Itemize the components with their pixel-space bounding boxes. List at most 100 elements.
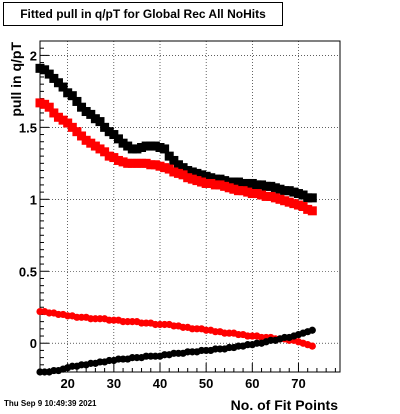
series-1 [35,63,317,203]
data-point [187,174,197,184]
data-point [49,108,59,118]
data-point [58,82,68,92]
data-point [118,138,128,148]
data-point [289,187,299,197]
data-point [270,193,280,203]
timestamp: Thu Sep 9 10:49:39 2021 [4,399,97,408]
data-point [160,163,170,173]
data-point [183,173,193,183]
data-series [35,63,317,376]
data-point [233,177,243,187]
data-point [178,170,188,180]
data-point [86,138,96,148]
data-point [275,194,285,204]
data-point [44,69,54,79]
y-tick-label: 0.5 [19,264,37,279]
data-point [197,170,207,180]
data-point [137,142,147,152]
data-point [63,118,73,128]
tick-labels: 20 30 40 50 60 70 0 0.5 1 1.5 2 [19,48,306,391]
data-point [123,141,133,151]
data-point [178,163,188,173]
data-point [229,184,239,194]
data-point [308,342,316,350]
data-point [169,155,179,165]
data-point [266,191,276,201]
data-point [146,160,156,170]
data-point [160,144,170,154]
series-3 [36,307,316,350]
data-point [252,180,262,190]
data-point [215,180,225,190]
data-point [95,117,105,127]
data-point [220,181,230,191]
data-point [95,144,105,154]
data-point [261,191,271,201]
series-4 [36,326,316,376]
x-axis-label: No. of Fit Points [231,397,339,413]
data-point [44,102,54,112]
data-point [123,158,133,168]
data-point [63,88,73,98]
data-point [118,157,128,167]
data-point [270,183,280,193]
data-point [113,134,123,144]
data-point [169,167,179,177]
data-point [303,193,313,203]
data-point [127,144,137,154]
data-point [293,189,303,199]
data-point [146,141,156,151]
data-point [192,176,202,186]
data-point [72,127,82,137]
data-point [67,122,77,132]
data-point [308,326,316,334]
data-point [132,158,142,168]
data-point [243,187,253,197]
data-point [257,190,267,200]
data-point [298,202,308,211]
data-point [280,196,290,206]
y-tick-label: 1 [30,192,37,207]
data-point [35,98,45,108]
data-point [113,155,123,165]
data-point [100,147,110,157]
data-point [40,99,50,109]
data-point [155,142,165,152]
x-tick-label: 20 [60,376,74,391]
data-point [210,174,220,184]
data-point [224,177,234,187]
data-point [137,158,147,168]
data-point [53,112,63,122]
data-point [127,158,137,168]
data-point [275,184,285,194]
data-point [210,180,220,190]
data-point [173,160,183,170]
data-point [289,199,299,209]
data-point [104,151,114,161]
data-point [261,181,271,191]
data-point [155,161,165,171]
data-point [109,130,119,140]
data-point [90,114,100,124]
y-tick-label: 2 [30,48,37,63]
data-point [150,160,160,170]
axis-ticks [39,40,336,373]
data-point [215,174,225,184]
data-point [224,183,234,193]
data-point [280,186,290,196]
data-point [307,206,317,216]
data-point [164,164,174,174]
data-point [298,190,308,200]
data-point [197,177,207,187]
data-point [90,141,100,151]
data-point [77,102,87,112]
x-tick-label: 60 [245,376,259,391]
data-point [141,158,151,168]
series-2 [35,98,317,216]
y-tick-label: 0 [30,336,37,351]
data-point [77,131,87,141]
data-point [173,168,183,178]
chart-title: Fitted pull in q/pT for Global Rec All N… [3,2,283,26]
data-point [67,91,77,101]
data-point [238,178,248,188]
